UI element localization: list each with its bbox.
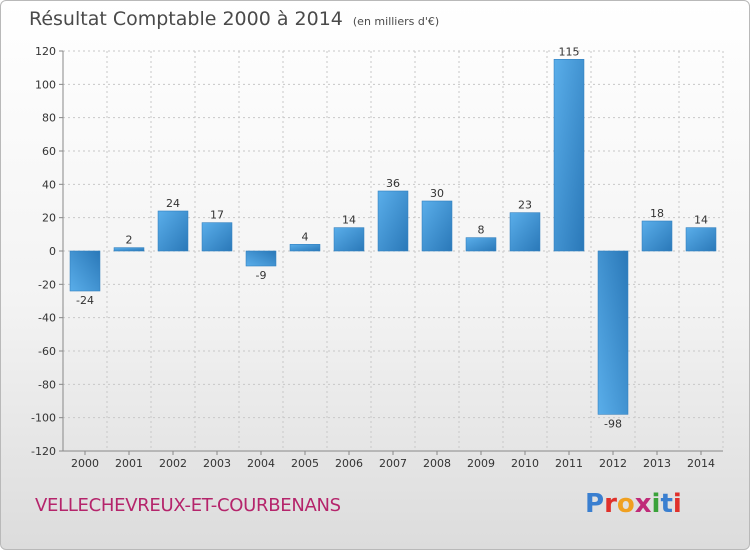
data-label: -9 <box>256 269 267 282</box>
logo-letter: i <box>672 489 682 519</box>
x-tick-label: 2012 <box>599 457 627 470</box>
bar <box>201 222 233 252</box>
bar <box>465 237 497 252</box>
bar <box>245 250 277 267</box>
y-tick-label: 100 <box>35 78 56 91</box>
y-tick-label: 0 <box>49 245 56 258</box>
y-tick-label: 120 <box>35 45 56 58</box>
logo-letter: t <box>660 489 673 519</box>
chart-unit: (en milliers d'€) <box>352 15 440 28</box>
logo-letter: o <box>616 489 635 519</box>
y-tick-label: -120 <box>31 445 56 458</box>
data-label: 8 <box>478 224 485 237</box>
data-label: 115 <box>559 45 580 58</box>
bar <box>421 200 453 252</box>
logo-letter: i <box>651 489 661 519</box>
y-tick-label: -60 <box>38 345 56 358</box>
data-label: 2 <box>126 234 133 247</box>
logo-letter: x <box>634 489 652 519</box>
x-tick-label: 2000 <box>71 457 99 470</box>
data-label: 17 <box>210 209 224 222</box>
x-tick-label: 2004 <box>247 457 275 470</box>
y-tick-label: -80 <box>38 378 56 391</box>
y-tick-label: 40 <box>42 178 56 191</box>
x-tick-label: 2013 <box>643 457 671 470</box>
logo-letter: P <box>585 489 605 519</box>
data-label: 14 <box>342 214 356 227</box>
y-tick-label: 80 <box>42 112 56 125</box>
data-label: 18 <box>650 207 664 220</box>
y-tick-label: -100 <box>31 412 56 425</box>
bar <box>597 250 629 415</box>
data-label: 4 <box>302 230 309 243</box>
bar <box>685 227 717 252</box>
x-tick-label: 2010 <box>511 457 539 470</box>
data-label: 36 <box>386 177 400 190</box>
x-tick-label: 2002 <box>159 457 187 470</box>
data-label: 23 <box>518 199 532 212</box>
bar <box>377 190 409 252</box>
x-tick-label: 2001 <box>115 457 143 470</box>
x-tick-label: 2009 <box>467 457 495 470</box>
bar <box>333 227 365 252</box>
data-label: 24 <box>166 197 180 210</box>
x-tick-label: 2003 <box>203 457 231 470</box>
proxiti-logo[interactable]: Proxiti <box>585 489 682 519</box>
logo-letter: r <box>604 489 617 519</box>
x-tick-label: 2006 <box>335 457 363 470</box>
chart-title-text: Résultat Comptable 2000 à 2014 <box>29 8 343 30</box>
data-label: 30 <box>430 187 444 200</box>
bar <box>641 220 673 252</box>
y-tick-label: -40 <box>38 312 56 325</box>
bar <box>69 250 101 292</box>
x-tick-label: 2007 <box>379 457 407 470</box>
x-tick-label: 2005 <box>291 457 319 470</box>
bar <box>113 247 145 252</box>
chart-title: Résultat Comptable 2000 à 2014 (en millie… <box>29 8 439 30</box>
y-tick-label: 20 <box>42 212 56 225</box>
data-label: 14 <box>694 214 708 227</box>
bar <box>509 212 541 252</box>
data-label: -98 <box>604 417 622 430</box>
y-tick-label: 60 <box>42 145 56 158</box>
bar <box>553 59 585 252</box>
bar <box>289 244 321 252</box>
x-tick-label: 2011 <box>555 457 583 470</box>
x-tick-label: 2014 <box>687 457 715 470</box>
x-tick-label: 2008 <box>423 457 451 470</box>
y-tick-label: -20 <box>38 278 56 291</box>
commune-name: VELLECHEVREUX-ET-COURBENANS <box>35 495 341 516</box>
data-label: -24 <box>76 294 94 307</box>
bar <box>157 210 189 252</box>
